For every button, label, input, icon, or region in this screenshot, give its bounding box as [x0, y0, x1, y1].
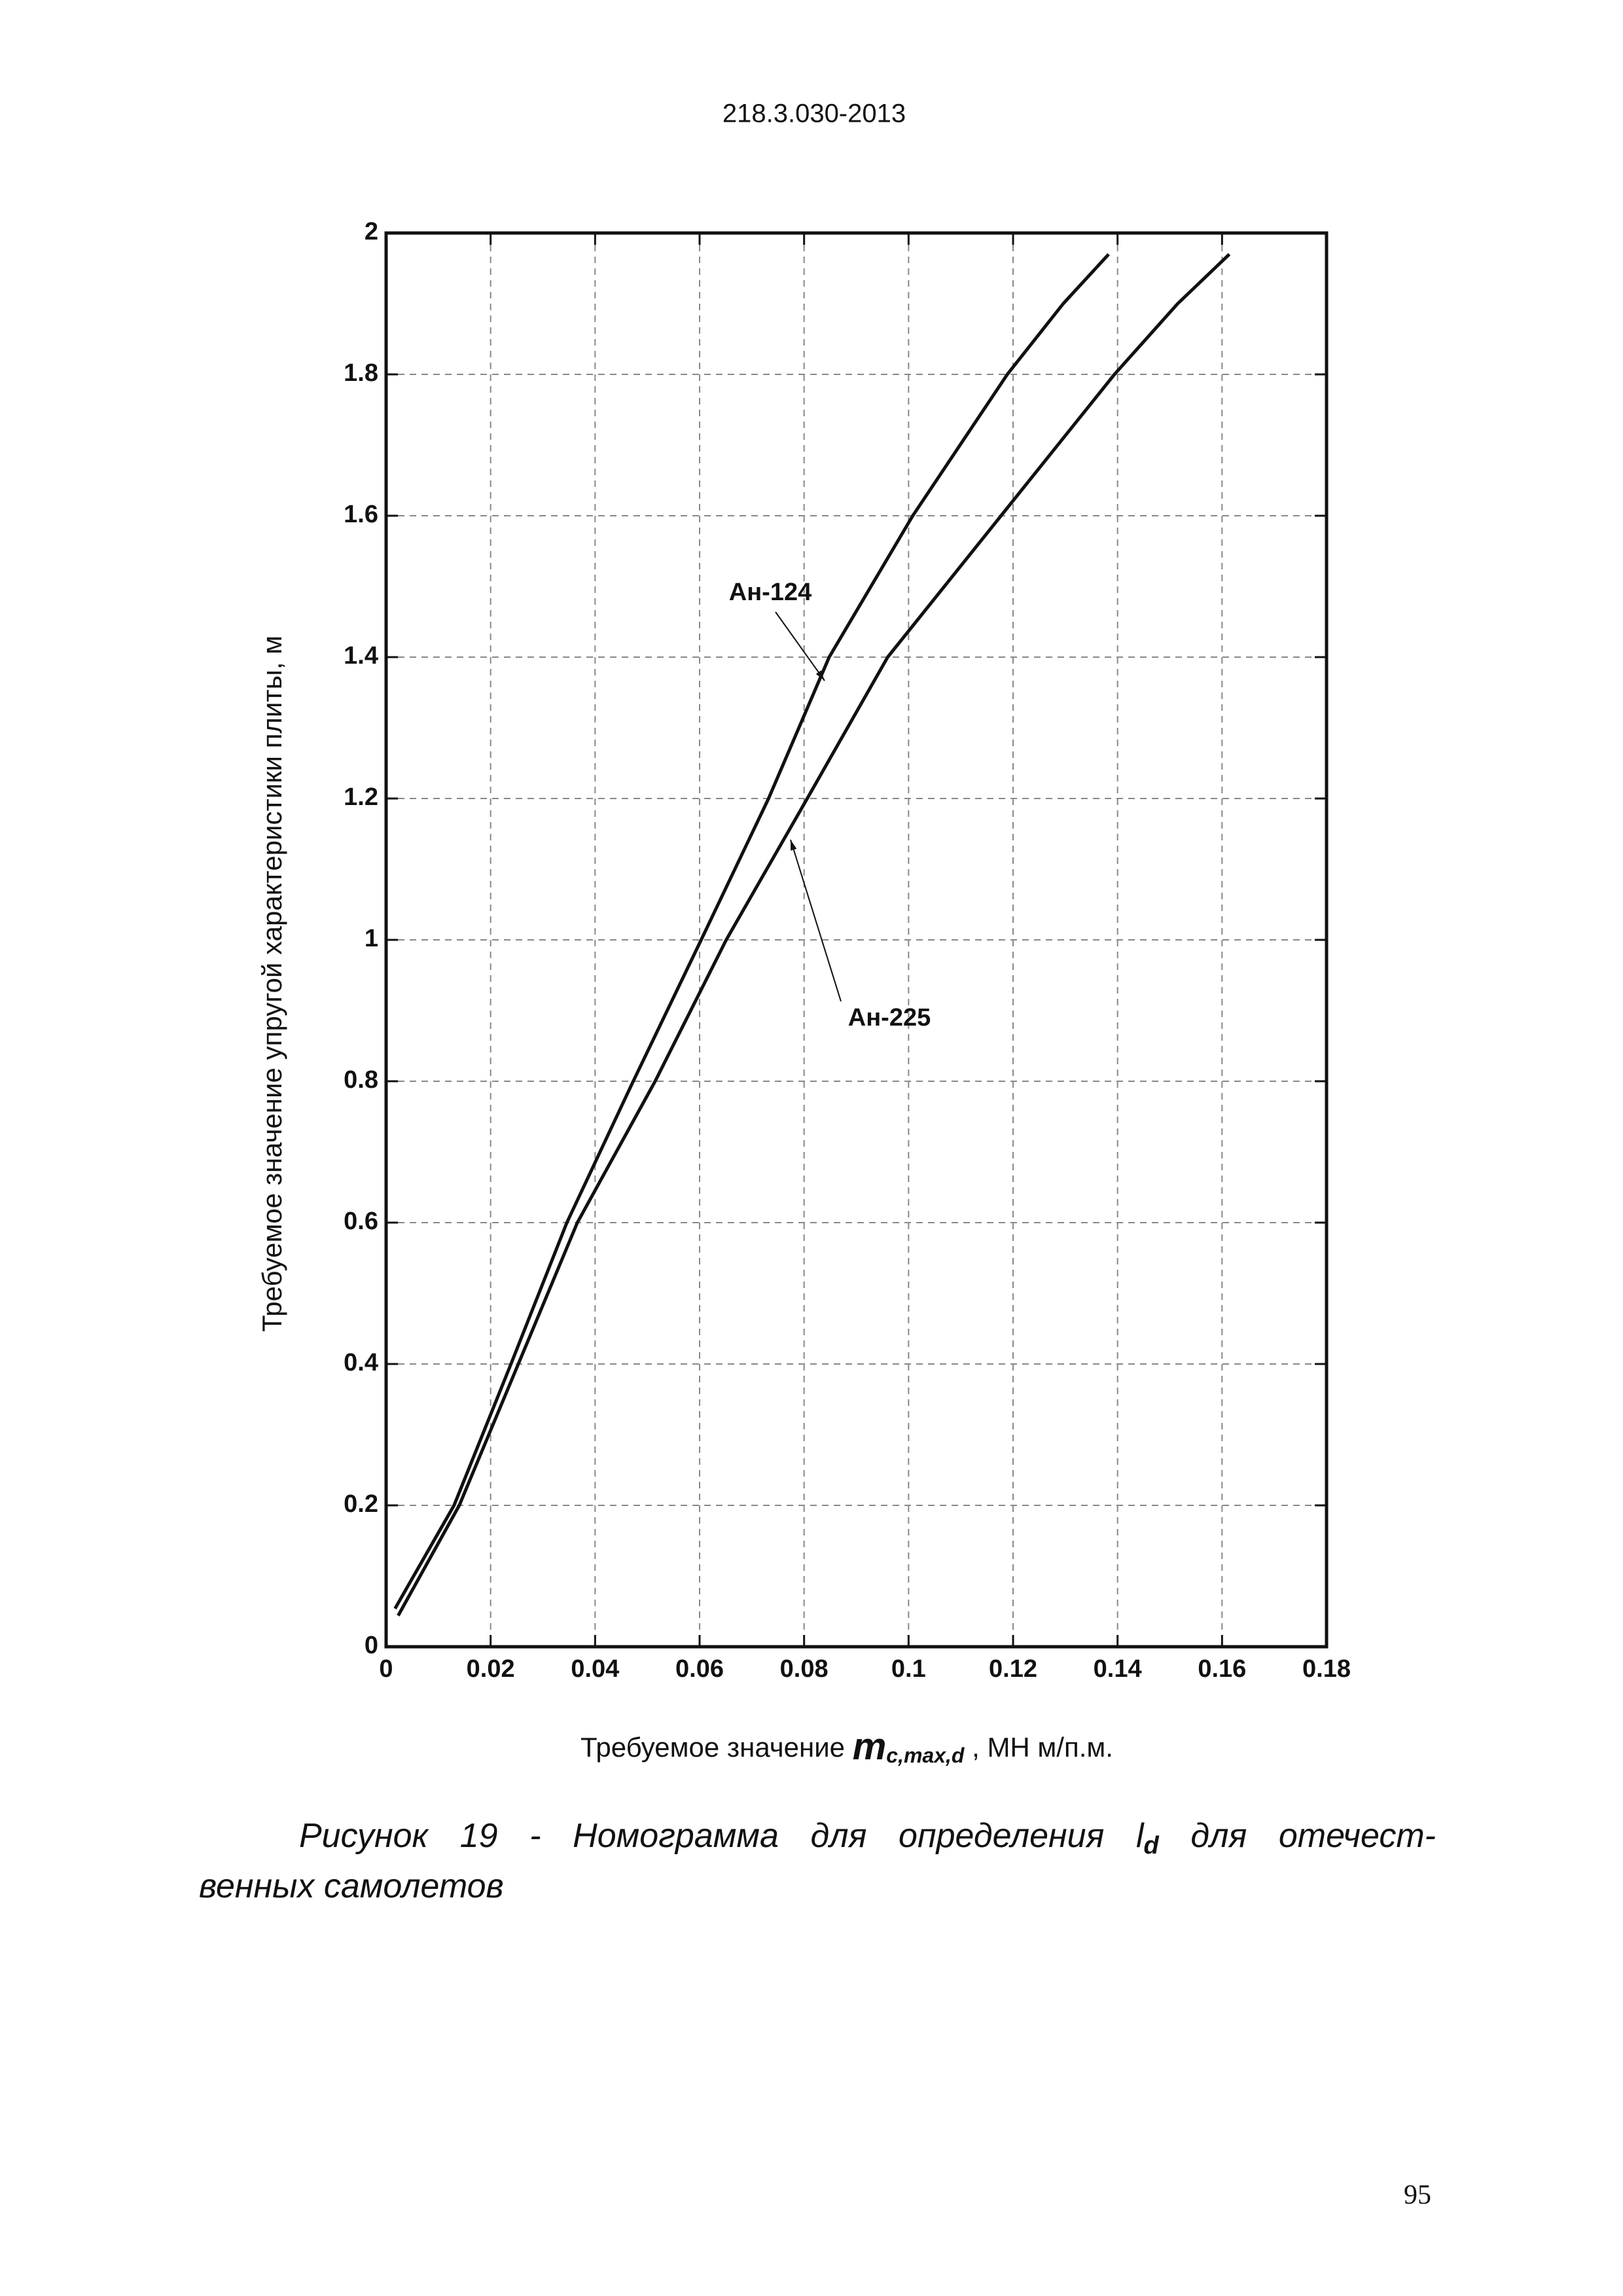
y-tick-label: 0 [365, 1632, 378, 1659]
header-code: 218.3.030-2013 [722, 99, 906, 128]
y-tick-label: 1 [365, 925, 378, 952]
y-tick-label: 1.6 [344, 501, 378, 528]
x-label-symbol: m [853, 1725, 887, 1768]
y-axis-label: Требуемое значение упругой характеристик… [257, 636, 287, 1332]
x-tick-label: 0.18 [1302, 1655, 1351, 1683]
series-line [393, 253, 1110, 1609]
page-number: 95 [1404, 2180, 1431, 2210]
x-tick-label: 0.14 [1094, 1655, 1142, 1683]
x-label-subscript: c,max,d [886, 1744, 965, 1767]
y-tick-label: 1.2 [344, 783, 378, 811]
x-label-prefix: Требуемое значение [580, 1732, 853, 1763]
x-axis-label: Требуемое значение mc,max,d , МН м/п.м. [580, 1725, 1113, 1768]
caption-after: для отечест- [1158, 1817, 1436, 1855]
caption-symbol: l [1135, 1817, 1144, 1855]
plot-frame [384, 231, 1329, 1649]
caption-before: Рисунок 19 - Номограмма для определения [299, 1817, 1136, 1855]
caption-line-2: венных самолетов [199, 1867, 504, 1905]
caption-subscript: d [1143, 1832, 1159, 1859]
leader-arrow [775, 611, 825, 681]
x-tick-label: 0.02 [467, 1655, 515, 1683]
series-label: Ан-124 [729, 579, 812, 606]
x-label-suffix: , МН м/п.м. [964, 1732, 1113, 1763]
x-tick-label: 0.06 [675, 1655, 724, 1683]
x-tick-label: 0.1 [891, 1655, 926, 1683]
y-tick-label: 0.2 [344, 1490, 378, 1518]
x-tick-label: 0.12 [989, 1655, 1037, 1683]
y-tick-label: 2 [365, 218, 378, 245]
series-label: Ан-225 [848, 1004, 931, 1031]
x-tick-label: 0 [379, 1655, 393, 1683]
series-line [397, 253, 1231, 1617]
y-tick-label: 0.8 [344, 1066, 378, 1094]
x-tick-label: 0.16 [1198, 1655, 1246, 1683]
x-tick-label: 0.04 [571, 1655, 619, 1683]
x-tick-label: 0.08 [780, 1655, 829, 1683]
caption-line-1: Рисунок 19 - Номограмма для определения … [299, 1816, 1436, 1860]
leader-arrow [790, 839, 842, 1002]
y-tick-label: 1.8 [344, 359, 378, 387]
y-tick-label: 1.4 [344, 642, 378, 670]
y-tick-label: 0.6 [344, 1208, 378, 1235]
y-tick-label: 0.4 [344, 1349, 378, 1376]
